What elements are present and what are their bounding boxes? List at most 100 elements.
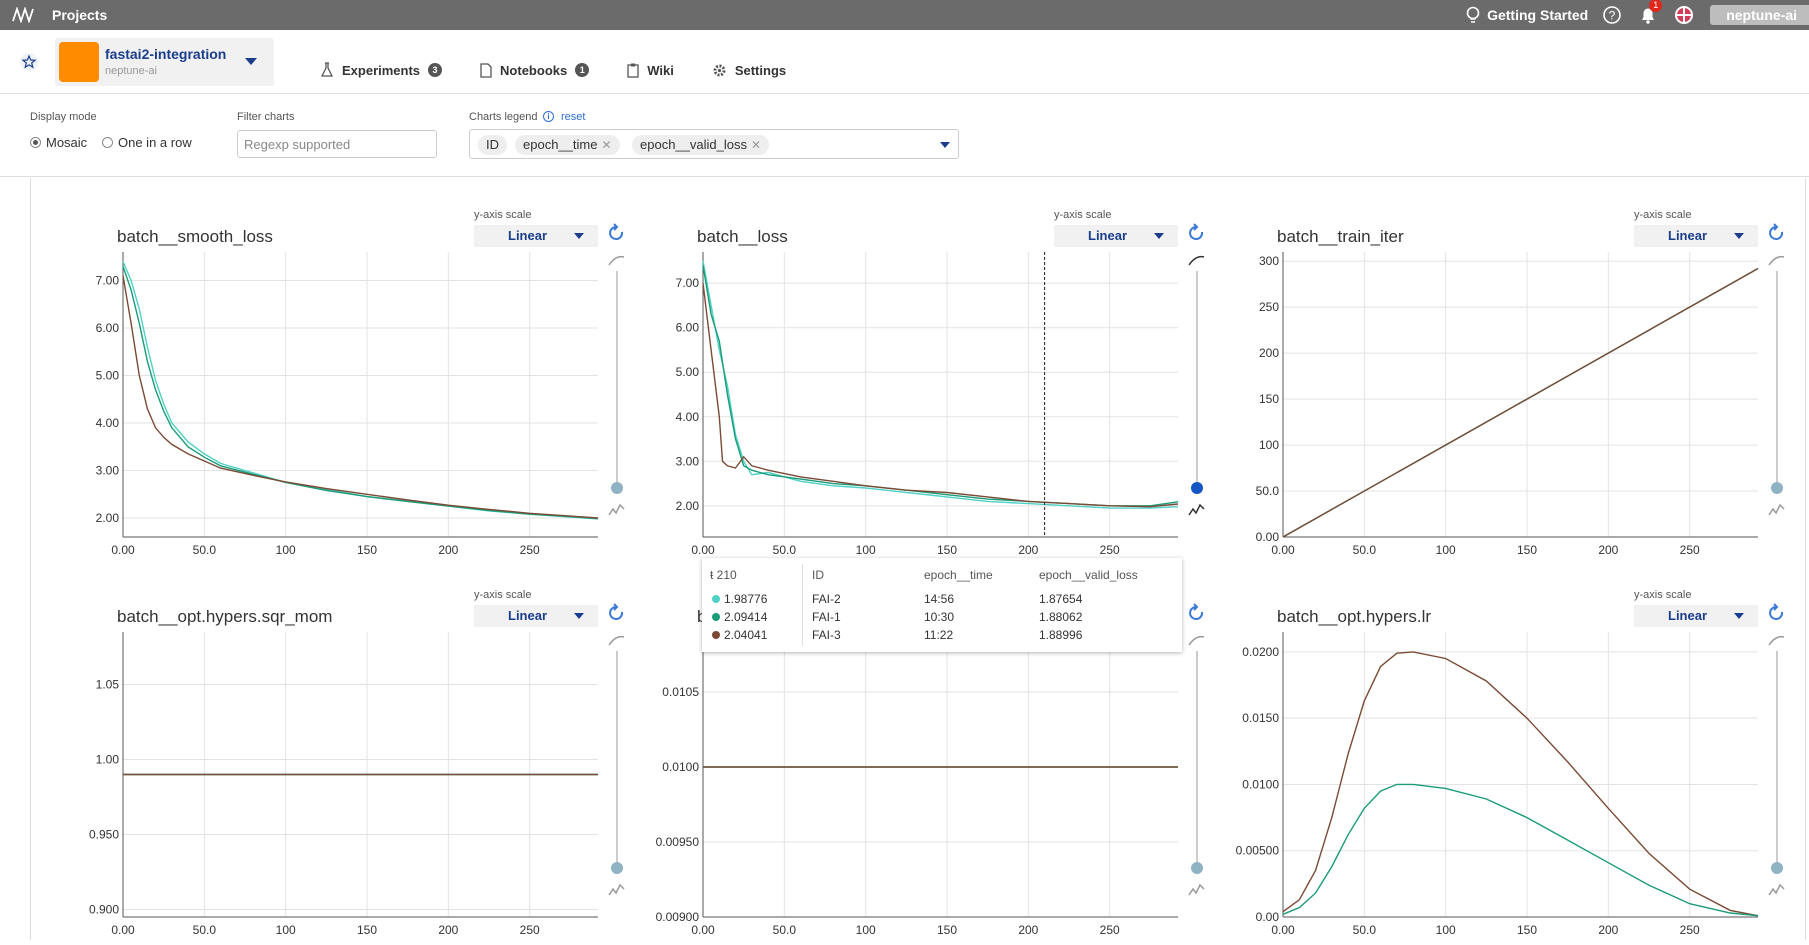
y-tick-label: 300 <box>1259 254 1279 268</box>
tab-wiki[interactable]: Wiki <box>627 63 674 78</box>
chart-panel: batch__train_iter y-axis scale Linear 0.00 5… <box>1250 205 1809 565</box>
mode-one-in-row-radio[interactable]: One in a row <box>102 135 192 150</box>
y-tick-label: 5.00 <box>676 365 700 379</box>
tooltip-row-time: 11:22 <box>924 628 954 642</box>
smoothing-low-icon[interactable] <box>1768 503 1785 516</box>
y-tick-label: 7.00 <box>676 276 700 290</box>
y-tick-label: 0.00500 <box>1236 844 1280 858</box>
y-tick-label: 0.0100 <box>662 760 699 774</box>
x-tick-label: 150 <box>937 923 957 937</box>
reset-zoom-icon[interactable] <box>609 603 624 620</box>
notification-badge: 1 <box>1649 0 1663 12</box>
x-tick-label: 200 <box>438 923 458 937</box>
tooltip-row-value: 2.09414 <box>712 610 767 624</box>
projects-link[interactable]: Projects <box>52 7 108 23</box>
smoothing-low-icon[interactable] <box>1188 503 1205 516</box>
x-tick-label: 100 <box>856 543 876 557</box>
reset-zoom-icon[interactable] <box>1189 223 1204 240</box>
y-axis-scale-select[interactable]: Linear <box>1054 225 1178 247</box>
star-icon[interactable] <box>20 53 38 71</box>
smoothing-low-icon[interactable] <box>1188 883 1205 896</box>
y-tick-label: 6.00 <box>96 321 120 335</box>
chart-plot[interactable]: 0.00 50.0 100 150 200 250 0.900 0.950 1.00 1.05 <box>89 632 600 939</box>
tab-notebooks-label: Notebooks <box>500 62 568 78</box>
y-axis-scale-value: Linear <box>508 228 548 243</box>
neptune-logo-icon[interactable] <box>12 7 34 23</box>
chart-plot[interactable]: 0.00 50.0 100 150 200 250 0.00 0.00500 0.0100 0.0… <box>1236 632 1760 939</box>
project-selector[interactable]: fastai2-integration neptune-ai <box>55 38 274 86</box>
chart-title: batch__train_iter <box>1277 227 1404 246</box>
smoothing-high-icon[interactable] <box>1768 635 1785 646</box>
reset-zoom-icon[interactable] <box>609 223 624 240</box>
filter-charts-input[interactable] <box>237 130 437 158</box>
chart-plot[interactable]: 0.00 50.0 100 150 200 250 0.00 50.0 100 150 200 250… <box>1256 252 1760 559</box>
gear-icon <box>713 64 726 76</box>
remove-chip-icon[interactable]: ✕ <box>601 138 612 152</box>
y-axis-scale-label: y-axis scale <box>1054 209 1112 221</box>
smoothing-high-icon[interactable] <box>608 255 625 266</box>
y-tick-label: 0.900 <box>89 903 119 917</box>
remove-chip-icon[interactable]: ✕ <box>750 138 762 152</box>
chart-side-controls <box>608 603 625 896</box>
reset-legend-link[interactable]: reset <box>561 111 586 123</box>
reset-zoom-icon[interactable] <box>1769 223 1784 240</box>
smoothing-low-icon[interactable] <box>608 883 625 896</box>
divider <box>802 564 803 646</box>
x-tick-label: 100 <box>856 923 876 937</box>
smoothing-slider-handle[interactable] <box>1191 482 1203 494</box>
y-axis-scale-select[interactable]: Linear <box>1634 605 1758 627</box>
reset-zoom-icon[interactable] <box>1189 603 1204 620</box>
smoothing-slider-handle[interactable] <box>1771 482 1783 494</box>
series-dot-icon <box>712 631 720 639</box>
y-tick-label: 0.00950 <box>656 835 700 849</box>
tab-experiments[interactable]: Experiments 3 <box>320 62 443 78</box>
smoothing-high-icon[interactable] <box>1188 635 1205 646</box>
project-header: fastai2-integration neptune-ai Experimen… <box>0 30 1809 94</box>
x-tick-label: 0.00 <box>1271 543 1295 557</box>
y-axis-scale-select[interactable]: Linear <box>474 605 598 627</box>
x-tick-label: 250 <box>1100 543 1120 557</box>
chevron-down-icon[interactable] <box>245 58 257 65</box>
smoothing-low-icon[interactable] <box>608 503 625 516</box>
smoothing-low-icon[interactable] <box>1768 883 1785 896</box>
help-icon[interactable]: ? <box>1602 5 1622 25</box>
series-line-fai-3 <box>702 283 1179 508</box>
y-tick-label: 3.00 <box>96 464 120 478</box>
y-axis-scale-select[interactable]: Linear <box>1634 225 1758 247</box>
y-tick-label: 250 <box>1259 300 1279 314</box>
charts-legend-select[interactable]: ID epoch__time ✕ epoch__valid_loss ✕ <box>469 129 959 159</box>
tab-notebooks[interactable]: Notebooks 1 <box>480 62 590 78</box>
smoothing-high-icon[interactable] <box>1768 255 1785 266</box>
user-avatar[interactable] <box>1674 5 1694 25</box>
smoothing-high-icon[interactable] <box>608 635 625 646</box>
x-tick-label: 100 <box>276 923 296 937</box>
y-tick-label: 200 <box>1259 346 1279 360</box>
clipboard-icon <box>627 63 639 78</box>
chart-plot[interactable]: 0.00 50.0 100 150 200 250 0.00900 0.00950 0.0100… <box>656 632 1180 939</box>
project-organization: neptune-ai <box>105 65 157 77</box>
getting-started-button[interactable]: Getting Started <box>1465 6 1588 24</box>
smoothing-slider-handle[interactable] <box>1191 862 1203 874</box>
smoothing-slider-handle[interactable] <box>611 862 623 874</box>
tab-settings[interactable]: Settings <box>712 63 786 78</box>
x-tick-label: 50.0 <box>773 543 797 557</box>
smoothing-slider-handle[interactable] <box>1771 862 1783 874</box>
chevron-down-icon <box>574 613 584 619</box>
info-icon[interactable]: i <box>543 111 554 122</box>
notifications-bell-icon[interactable]: 1 <box>1638 0 1663 25</box>
chart-plot[interactable]: 0.00 50.0 100 150 200 250 2.00 3.00 4.00 5.00 6.00… <box>96 252 600 559</box>
chart-plot[interactable]: 0.00 50.0 100 150 200 250 2.00 3.00 4.00 5.00 6.00… <box>676 252 1180 559</box>
y-axis-scale-label: y-axis scale <box>1634 589 1692 601</box>
smoothing-slider-handle[interactable] <box>611 482 623 494</box>
mode-mosaic-radio[interactable]: Mosaic <box>30 135 87 150</box>
reset-zoom-icon[interactable] <box>1769 603 1784 620</box>
display-mode-label: Display mode <box>30 111 97 123</box>
y-tick-label: 1.00 <box>96 753 120 767</box>
smoothing-high-icon[interactable] <box>1188 255 1205 266</box>
organization-switcher[interactable]: neptune-ai <box>1710 5 1809 25</box>
y-axis-scale-select[interactable]: Linear <box>474 225 598 247</box>
experiments-count-badge: 3 <box>428 63 443 77</box>
chevron-down-icon[interactable] <box>940 142 950 148</box>
notebooks-count-badge: 1 <box>575 63 590 77</box>
y-axis-scale-value: Linear <box>1088 228 1128 243</box>
